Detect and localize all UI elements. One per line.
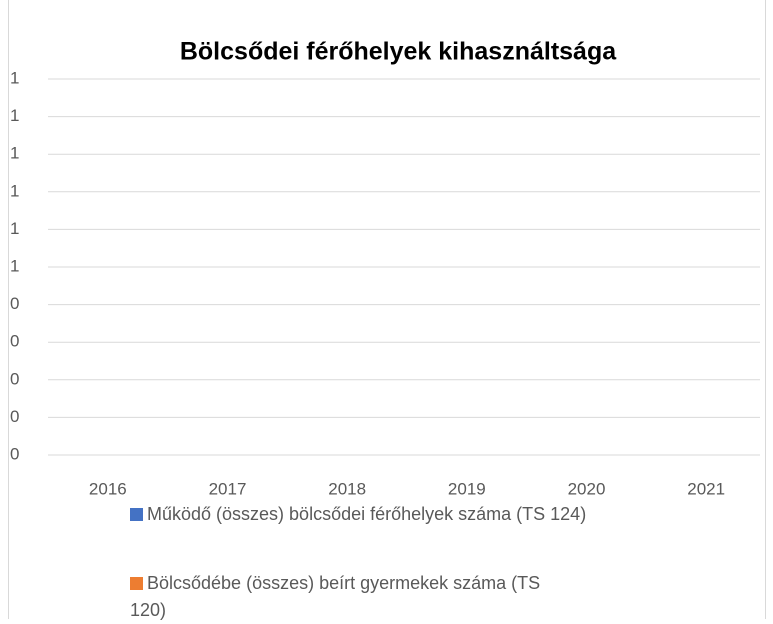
y-tick-label: 0 [10,407,19,426]
x-tick-label: 2017 [209,479,247,498]
legend-item: Működő (összes) bölcsődei férőhelyek szá… [130,501,586,528]
chart-frame [8,0,766,619]
legend-label: Működő (összes) bölcsődei férőhelyek szá… [147,504,587,524]
y-tick-label: 0 [10,294,19,313]
legend-swatch [130,577,143,590]
legend-label: Bölcsődébe (összes) beírt gyermekek szám… [130,573,541,620]
chart-title: Bölcsődei férőhelyek kihasználtsága [180,38,617,66]
y-tick-label: 0 [10,444,19,463]
y-tick-label: 1 [10,68,19,87]
x-tick-label: 2020 [568,479,606,498]
y-tick-label: 1 [10,106,19,125]
y-tick-label: 0 [10,369,19,388]
y-tick-label: 1 [10,219,19,238]
legend-item: Bölcsődébe (összes) beírt gyermekek szám… [130,570,570,624]
x-tick-label: 2019 [448,479,486,498]
y-tick-label: 1 [10,181,19,200]
y-tick-label: 1 [10,256,19,275]
x-tick-label: 2021 [687,479,725,498]
x-tick-label: 2018 [328,479,366,498]
legend-swatch [130,508,143,521]
y-tick-label: 0 [10,332,19,351]
x-tick-label: 2016 [89,479,127,498]
y-tick-label: 1 [10,144,19,163]
